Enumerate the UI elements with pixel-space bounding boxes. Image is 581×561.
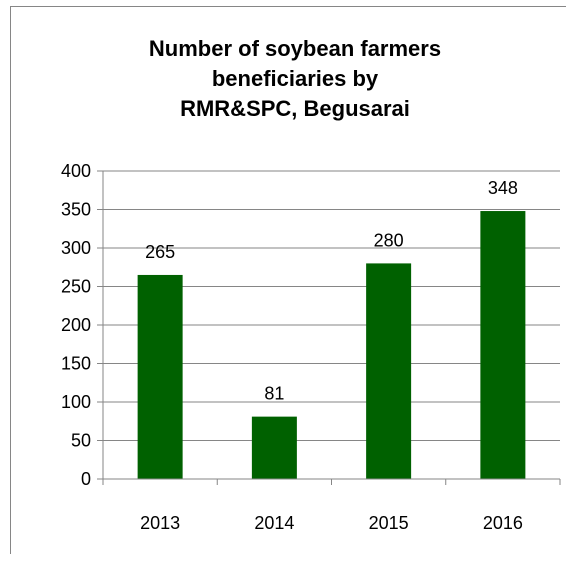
labels: 0 50 100 150 200 250 300 350 400 265 2013 81 2014 280…	[61, 161, 523, 533]
y-tick-label: 0	[81, 469, 91, 489]
chart-title: Number of soybean farmers beneficiaries …	[60, 34, 530, 124]
data-label: 81	[264, 384, 284, 404]
bar-2014	[251, 416, 297, 479]
data-label: 348	[488, 178, 518, 198]
y-tick-label: 300	[61, 238, 91, 258]
chart-title-line-1: Number of soybean farmers	[148, 36, 442, 61]
x-tick-label: 2015	[369, 513, 409, 533]
data-label: 265	[145, 242, 175, 262]
y-tick-label: 400	[61, 161, 91, 181]
y-tick-label: 250	[61, 277, 91, 297]
data-label: 280	[374, 230, 404, 250]
y-tick-label: 150	[61, 354, 91, 374]
y-tick-label: 50	[71, 431, 91, 451]
x-tick-label: 2016	[483, 513, 523, 533]
y-tick-label: 200	[61, 315, 91, 335]
y-tick-label: 350	[61, 200, 91, 220]
x-tick-label: 2013	[140, 513, 180, 533]
bar-2013	[137, 274, 183, 479]
chart-title-line-2: beneficiaries by	[211, 66, 379, 91]
bar-2015	[366, 263, 412, 479]
chart-title-line-3: RMR&SPC, Begusarai	[180, 96, 410, 121]
bars	[137, 211, 526, 480]
y-tick-label: 100	[61, 392, 91, 412]
x-tick-label: 2014	[254, 513, 294, 533]
axes	[97, 170, 561, 485]
chart-frame	[10, 6, 566, 554]
bar-2016	[480, 211, 526, 480]
